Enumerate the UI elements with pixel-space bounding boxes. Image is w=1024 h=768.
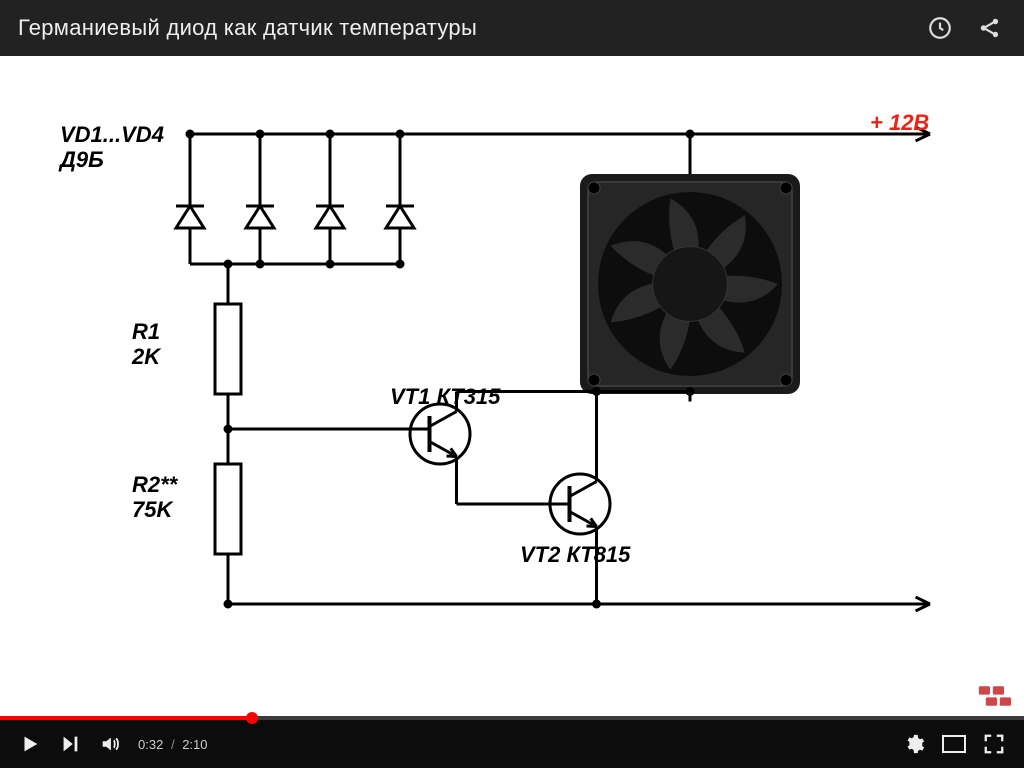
label-vt2: VT2 КТ815 [520, 542, 630, 567]
progress-fill [0, 716, 252, 720]
fullscreen-button[interactable] [974, 724, 1014, 764]
volume-button[interactable] [90, 724, 130, 764]
progress-scrubber[interactable] [246, 712, 258, 724]
circuit-schematic: VD1...VD4 Д9Б R1 2K R2** 75K VT1 КТ315 V… [60, 104, 960, 664]
video-titlebar: Германиевый диод как датчик температуры [0, 0, 1024, 56]
time-separator: / [171, 737, 175, 752]
current-time: 0:32 [138, 737, 163, 752]
label-r1: R1 2K [132, 319, 160, 370]
settings-button[interactable] [894, 724, 934, 764]
duration: 2:10 [182, 737, 207, 752]
time-display: 0:32 / 2:10 [138, 737, 208, 752]
label-r2: R2** 75K [132, 472, 177, 523]
video-player: Германиевый диод как датчик температуры … [0, 0, 1024, 768]
play-button[interactable] [10, 724, 50, 764]
label-supply: + 12B [870, 110, 929, 135]
label-diodes: VD1...VD4 Д9Б [60, 122, 164, 173]
progress-bar[interactable] [0, 716, 1024, 720]
watch-later-icon[interactable] [924, 12, 956, 44]
theater-mode-button[interactable] [934, 724, 974, 764]
watermark-logo [976, 682, 1018, 710]
video-title: Германиевый диод как датчик температуры [18, 15, 906, 41]
next-button[interactable] [50, 724, 90, 764]
video-frame[interactable]: VD1...VD4 Д9Б R1 2K R2** 75K VT1 КТ315 V… [0, 56, 1024, 716]
player-controls: 0:32 / 2:10 [0, 720, 1024, 768]
label-vt1: VT1 КТ315 [390, 384, 500, 409]
share-icon[interactable] [974, 12, 1006, 44]
